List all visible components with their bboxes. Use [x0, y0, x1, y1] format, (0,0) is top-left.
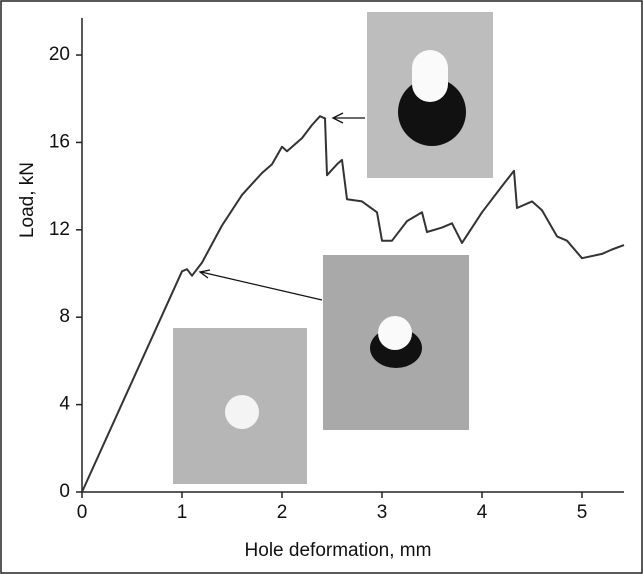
x-tick-label: 1 [177, 502, 188, 523]
y-axis-label: Load, kN [17, 162, 38, 238]
y-tick-label: 4 [59, 394, 70, 415]
inset-middle [323, 255, 469, 430]
arrow-head [198, 269, 211, 279]
arrows [198, 112, 365, 301]
arrow-head [331, 112, 344, 124]
x-axis-label: Hole deformation, mm [245, 540, 432, 561]
inset-bottom [173, 328, 307, 484]
y-tick-label: 16 [49, 131, 70, 152]
inset-top [367, 12, 493, 178]
y-tick-label: 8 [59, 306, 70, 327]
arrow [200, 271, 323, 301]
x-tick-label: 4 [477, 502, 488, 523]
x-tick-label: 3 [377, 502, 388, 523]
x-tick-label: 0 [77, 502, 88, 523]
x-tick-label: 5 [577, 502, 588, 523]
deformation-zone [398, 78, 466, 146]
y-tick-label: 0 [59, 481, 70, 502]
hole [412, 50, 448, 102]
y-tick-label: 12 [49, 219, 70, 240]
hole [378, 316, 412, 350]
hole [225, 395, 259, 429]
y-tick-label: 20 [49, 44, 70, 65]
load-curve [81, 115, 625, 493]
x-tick-label: 2 [277, 502, 288, 523]
